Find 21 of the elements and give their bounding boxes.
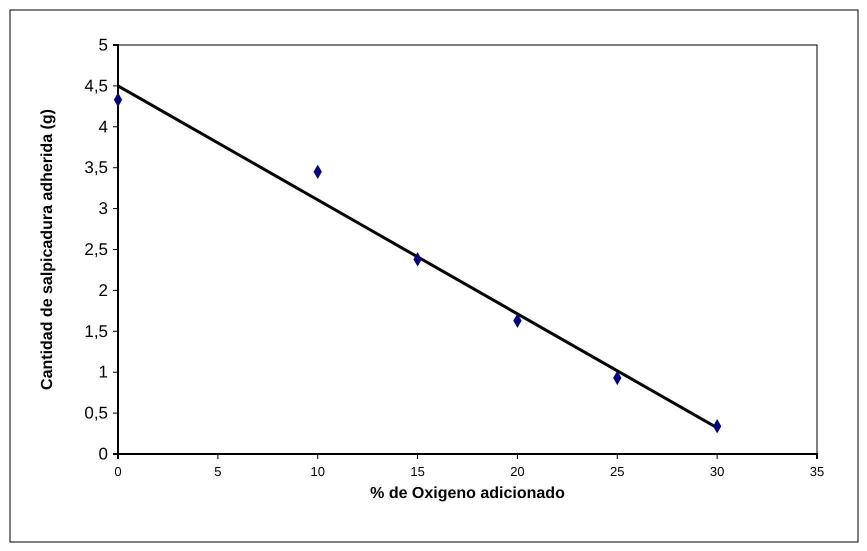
x-tick-label: 10 xyxy=(310,464,325,480)
x-tick-label: 30 xyxy=(710,464,724,480)
y-tick-label: 3 xyxy=(98,199,108,218)
y-tick-label: 0 xyxy=(98,444,108,464)
x-tick-label: 5 xyxy=(214,464,222,480)
y-tick-label: 1,5 xyxy=(84,322,108,341)
y-tick-label: 2,5 xyxy=(84,240,108,259)
x-axis-title: % de Oxigeno adicionado xyxy=(370,485,566,502)
y-axis-title: Cantidad de salpicadura adherida (g) xyxy=(39,109,56,390)
y-tick-label: 4,5 xyxy=(84,76,108,96)
x-tick-label: 25 xyxy=(610,464,625,480)
x-tick-label: 35 xyxy=(810,464,824,480)
y-tick-label: 5 xyxy=(98,35,108,54)
y-tick-label: 2 xyxy=(98,280,108,300)
x-tick-label: 15 xyxy=(410,464,425,480)
x-tick-label: 20 xyxy=(510,464,525,480)
x-tick-label: 0 xyxy=(114,464,122,480)
y-tick-label: 1 xyxy=(98,362,108,382)
y-tick-label: 3,5 xyxy=(84,158,108,178)
y-tick-label: 0,5 xyxy=(84,404,108,423)
y-tick-label: 4 xyxy=(98,117,108,136)
